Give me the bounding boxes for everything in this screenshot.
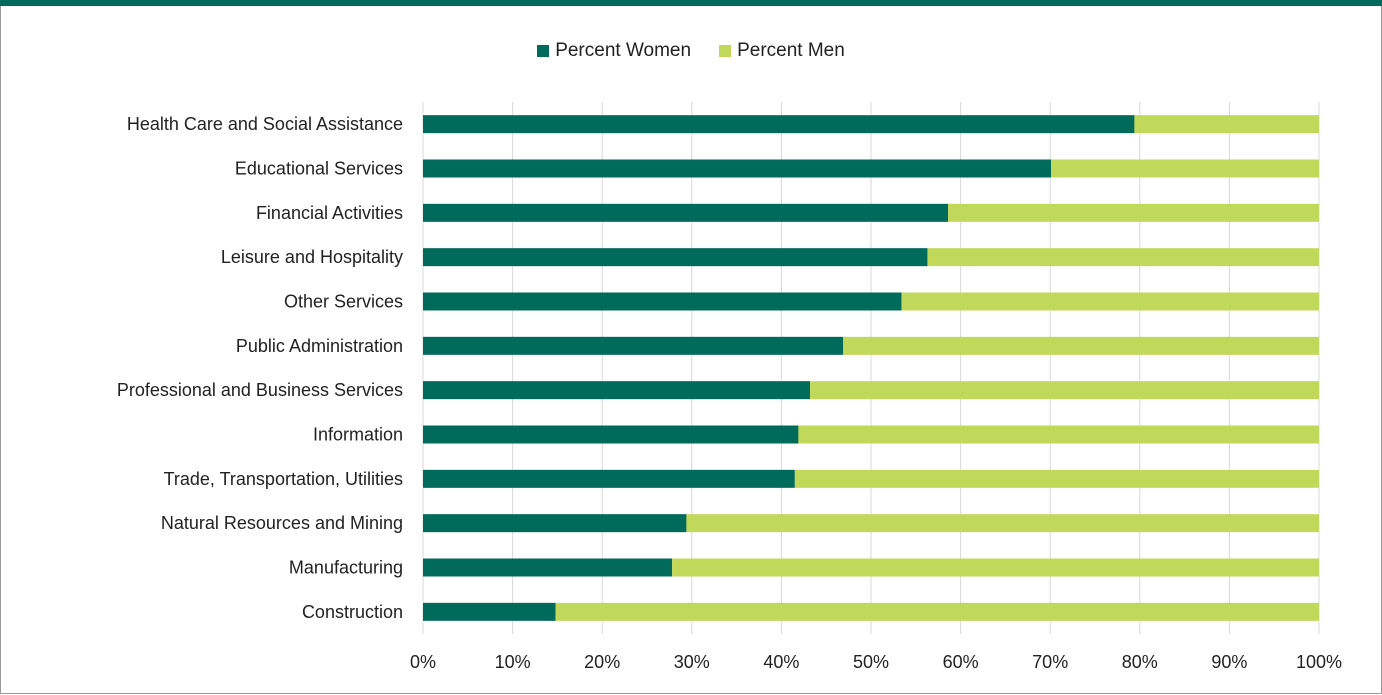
x-tick-label: 90% [1211, 652, 1247, 672]
category-label: Professional and Business Services [117, 380, 403, 400]
bar-men [555, 602, 1319, 621]
x-tick-label: 10% [495, 652, 531, 672]
header-accent-band [0, 0, 1382, 6]
bar-women [423, 292, 902, 311]
category-label: Natural Resources and Mining [161, 513, 403, 533]
x-tick-label: 80% [1122, 652, 1158, 672]
bar-men [798, 425, 1319, 444]
x-tick-label: 70% [1032, 652, 1068, 672]
bar-women [423, 469, 795, 488]
legend-label-women: Percent Women [555, 40, 692, 61]
category-label: Information [313, 425, 403, 445]
x-tick-label: 30% [674, 652, 710, 672]
category-label: Construction [302, 602, 403, 622]
bar-women [423, 602, 556, 621]
bar-men [810, 381, 1319, 400]
bar-men [843, 336, 1319, 355]
bar-women [423, 425, 799, 444]
x-tick-label: 0% [410, 652, 436, 672]
bar-men [1051, 159, 1319, 178]
bar-women [423, 381, 811, 400]
legend-swatch-women [537, 45, 550, 57]
legend-item-men: Percent Men [719, 40, 845, 62]
category-label: Leisure and Hospitality [221, 247, 403, 267]
category-label: Educational Services [235, 159, 403, 179]
category-label: Other Services [284, 292, 403, 312]
category-label: Financial Activities [256, 203, 403, 223]
legend-item-women: Percent Women [537, 40, 691, 62]
legend-swatch-men [719, 45, 732, 57]
chart-legend: Percent Women Percent Men [0, 40, 1382, 62]
bar-women [423, 248, 928, 267]
bar-women [423, 558, 673, 577]
bar-men [686, 514, 1319, 533]
x-tick-label: 60% [943, 652, 979, 672]
x-tick-label: 50% [853, 652, 889, 672]
x-tick-label: 20% [584, 652, 620, 672]
bar-women [423, 115, 1135, 134]
category-label: Manufacturing [289, 558, 403, 578]
bar-men [901, 292, 1319, 311]
bar-women [423, 203, 949, 222]
category-label: Public Administration [236, 336, 403, 356]
legend-label-men: Percent Men [737, 40, 845, 61]
bar-women [423, 336, 844, 355]
bar-women [423, 514, 687, 533]
bar-men [1134, 115, 1319, 134]
bar-men [672, 558, 1319, 577]
x-tick-label: 40% [763, 652, 799, 672]
bar-men [927, 248, 1319, 267]
bar-men [948, 203, 1319, 222]
x-tick-label: 100% [1296, 652, 1342, 672]
category-label: Health Care and Social Assistance [127, 114, 403, 134]
bar-women [423, 159, 1052, 178]
bar-men [794, 469, 1319, 488]
category-label: Trade, Transportation, Utilities [164, 469, 403, 489]
